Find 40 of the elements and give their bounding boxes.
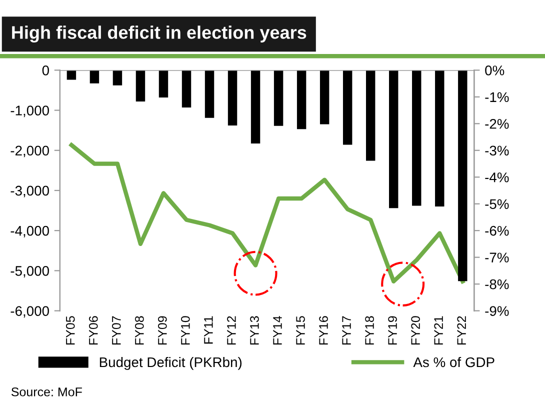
- x-tick-label: FY10: [181, 316, 190, 344]
- x-tick-label: FY06: [88, 316, 98, 344]
- x-tick-label: FY16: [319, 316, 328, 344]
- x-tick-label: FY09: [158, 316, 167, 344]
- x-tick-label: FY17: [342, 316, 351, 344]
- x-tick-label: FY07: [112, 316, 121, 344]
- y-tick-label: 0: [42, 66, 49, 76]
- x-tick-label: FY05: [66, 316, 75, 344]
- x-tick-label: FY19: [388, 316, 397, 344]
- y2-tick-label: -1%: [485, 92, 509, 102]
- y2-tick-label: -9%: [485, 306, 509, 316]
- x-tick-label: FY22: [457, 316, 466, 344]
- y2-tick-label: -4%: [485, 172, 509, 182]
- y2-tick-label: 0%: [485, 66, 504, 76]
- source-note: Source: MoF: [11, 387, 82, 396]
- y2-tick-label: -2%: [485, 118, 509, 129]
- legend-label: Budget Deficit (PKRbn): [100, 356, 242, 370]
- x-tick-label: FY20: [411, 316, 420, 344]
- chart-title: High fiscal deficit in election years: [12, 26, 306, 43]
- x-tick-label: FY13: [250, 316, 259, 344]
- y2-tick-label: -3%: [485, 146, 509, 156]
- x-tick-label: FY12: [227, 316, 236, 344]
- x-tick-label: FY14: [273, 316, 282, 344]
- y-tick-label: -2,000: [10, 146, 49, 158]
- y-tick-label: -4,000: [10, 226, 49, 238]
- y-tick-label: -5,000: [10, 266, 49, 278]
- x-tick-label: FY08: [134, 316, 144, 344]
- x-tick-label: FY11: [204, 316, 213, 344]
- x-tick-label: FY15: [296, 316, 305, 344]
- y-tick-label: -3,000: [10, 186, 49, 198]
- y2-tick-label: -6%: [485, 226, 509, 236]
- x-tick-label: FY18: [365, 316, 374, 344]
- y-tick-label: -1,000: [10, 106, 49, 118]
- x-tick-label: FY21: [434, 316, 443, 344]
- legend-label: As % of GDP: [413, 356, 494, 368]
- line-series: [69, 142, 465, 284]
- y-tick-label: -6,000: [10, 306, 49, 318]
- y2-tick-label: -7%: [485, 252, 509, 262]
- y2-tick-label: -8%: [485, 279, 509, 290]
- y2-tick-label: -5%: [485, 199, 509, 210]
